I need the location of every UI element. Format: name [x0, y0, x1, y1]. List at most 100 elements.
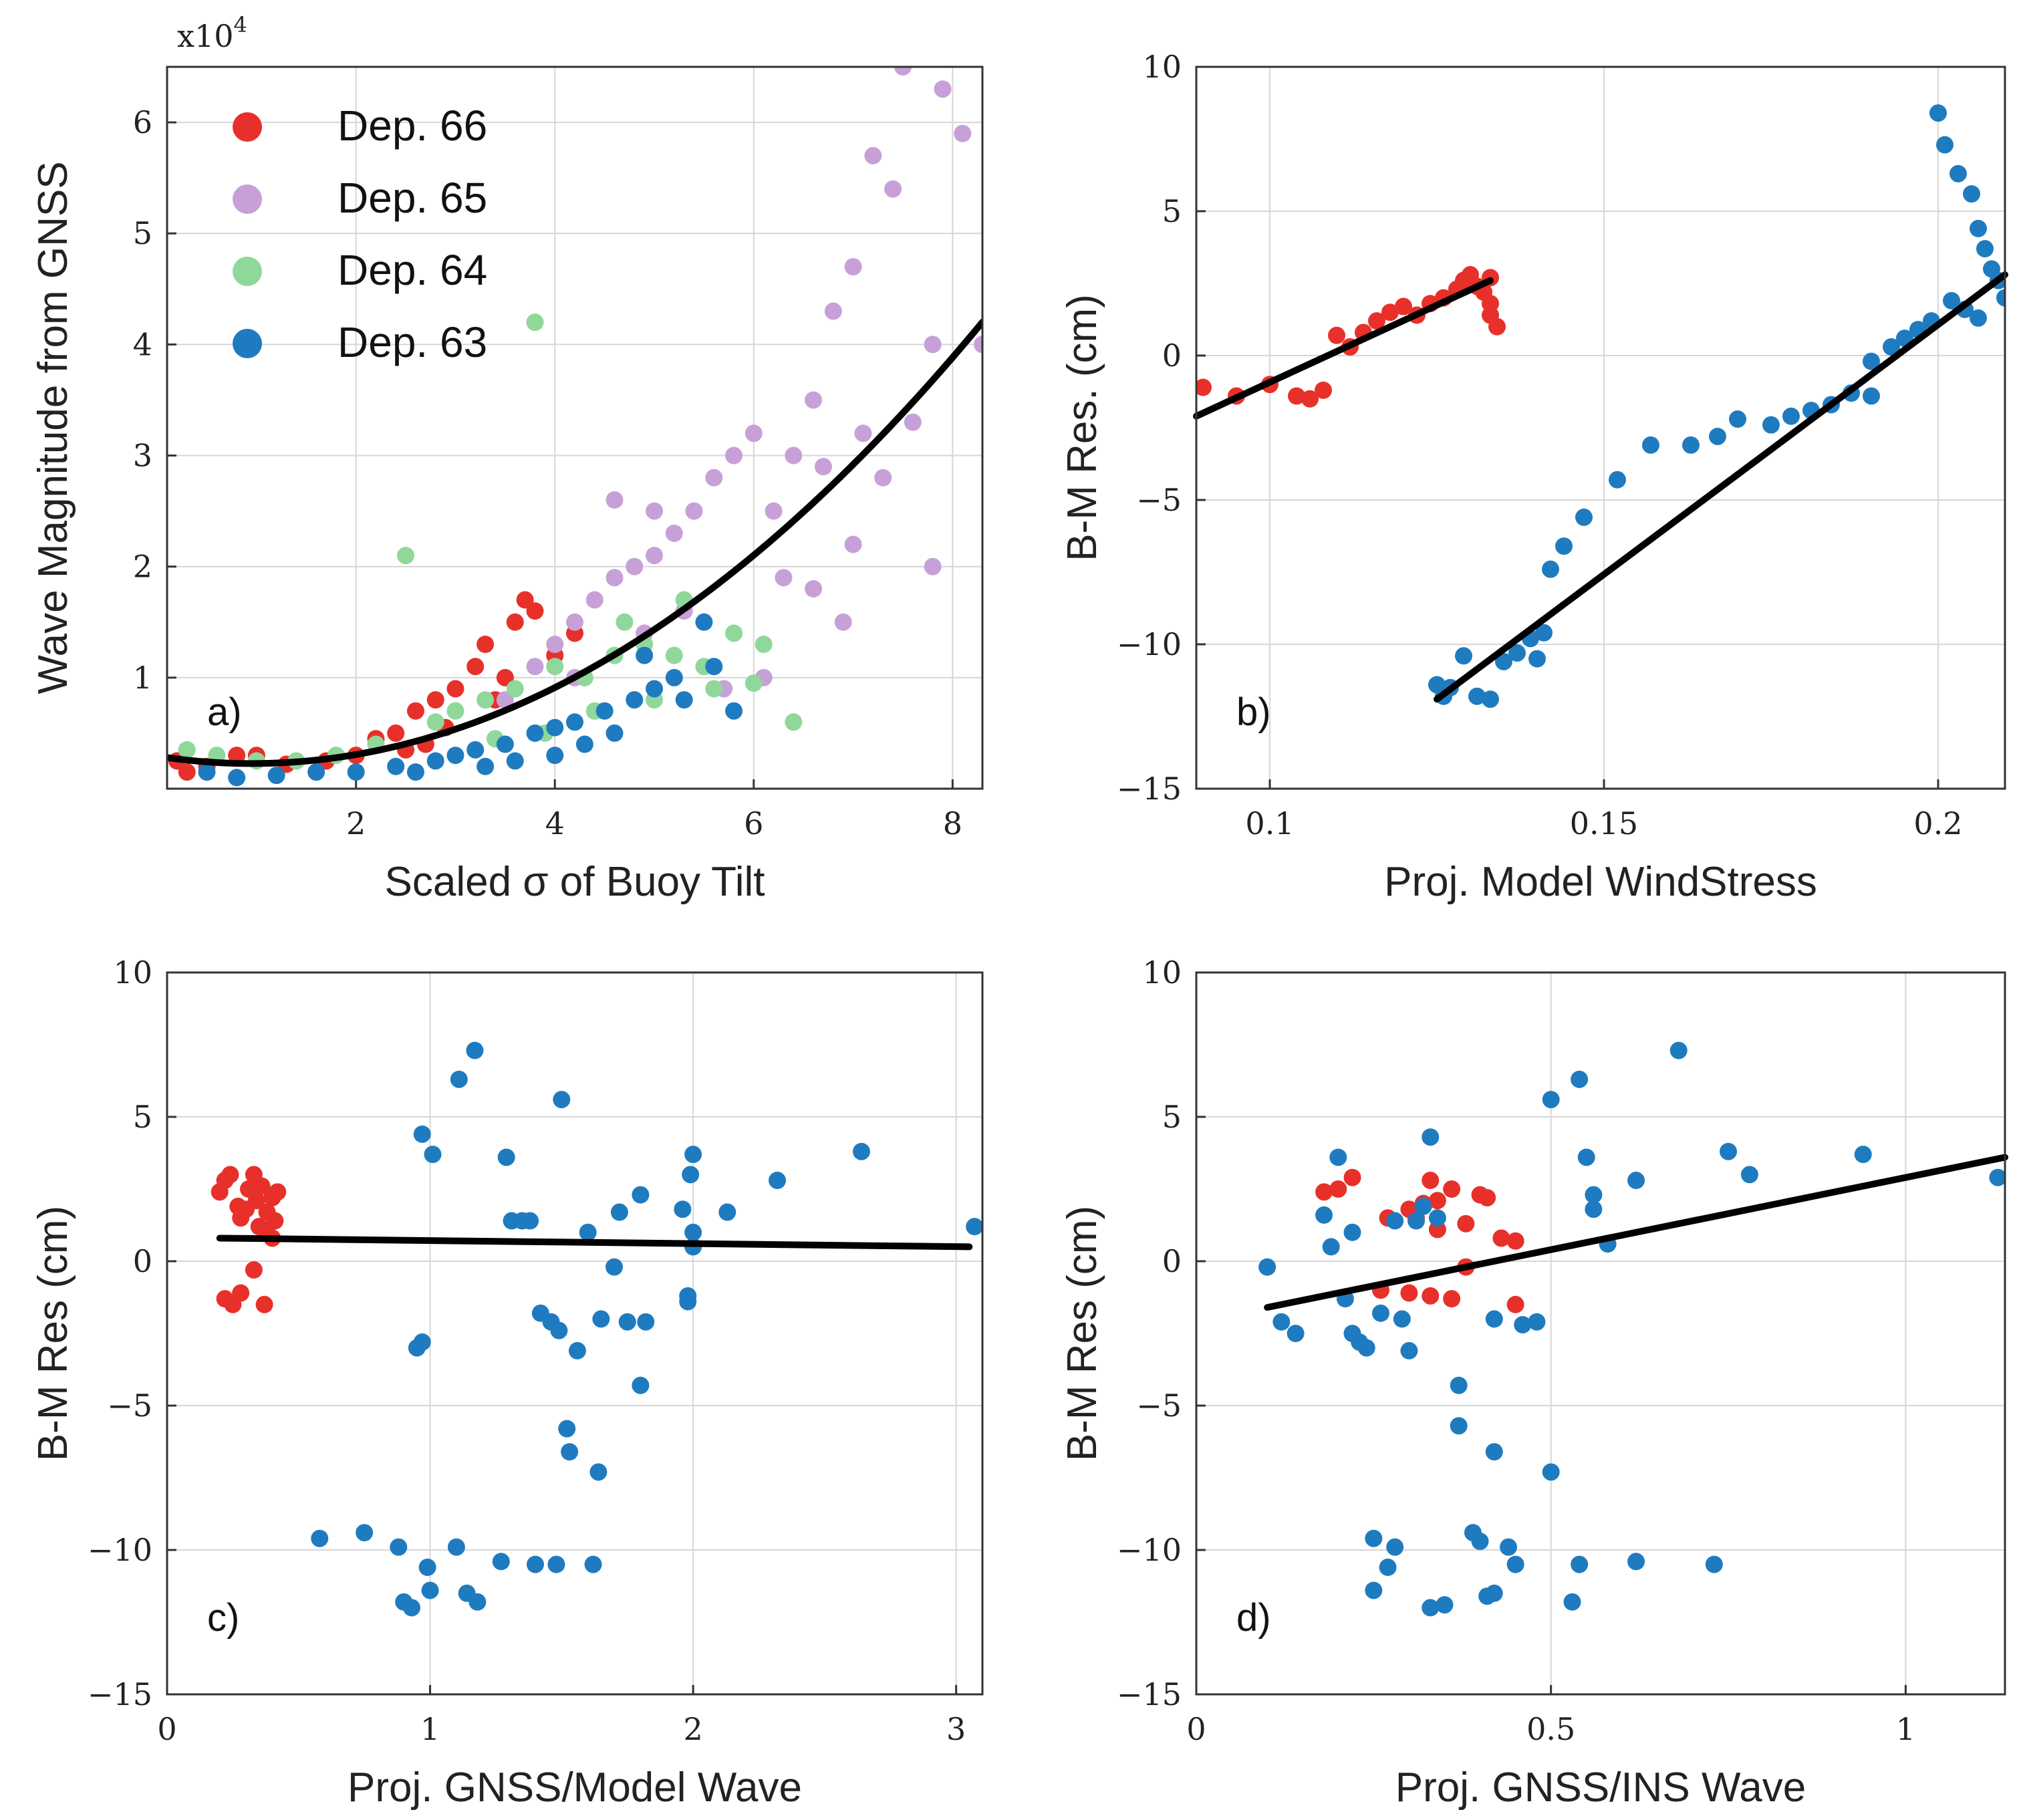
- data-point-dep63: [1575, 508, 1593, 526]
- data-point-dep63: [605, 1258, 624, 1276]
- legend-marker-dep63: [233, 329, 262, 358]
- data-point-dep66: [232, 1284, 250, 1302]
- data-point-dep65: [496, 691, 514, 709]
- data-point-dep66: [1443, 1290, 1461, 1308]
- data-point-dep63: [1315, 1206, 1333, 1224]
- data-point-dep63: [1272, 1313, 1291, 1331]
- y-axis-label: B-M Res (cm): [30, 1206, 76, 1461]
- legend-marker-dep66: [233, 112, 262, 142]
- data-point-dep66: [247, 1192, 265, 1210]
- data-point-dep66: [406, 702, 424, 720]
- x-tick-label: 8: [943, 805, 962, 841]
- y-axis-label: Wave Magnitude from GNSS: [30, 161, 76, 694]
- data-point-dep66: [269, 1183, 287, 1201]
- y-tick-label: 5: [133, 1099, 152, 1135]
- x-axis-label: Scaled σ of Buoy Tilt: [385, 859, 765, 905]
- data-point-dep64: [785, 713, 803, 731]
- data-point-dep65: [665, 524, 683, 542]
- data-point-dep64: [616, 613, 634, 631]
- data-point-dep65: [566, 613, 583, 631]
- data-point-dep63: [1949, 164, 1967, 182]
- x-tick-label: 0: [157, 1711, 176, 1747]
- data-point-dep63: [307, 763, 325, 781]
- x-tick-label: 6: [744, 805, 763, 841]
- data-point-dep63: [679, 1293, 697, 1311]
- data-point-dep63: [1585, 1200, 1603, 1218]
- legend-marker-dep64: [233, 257, 262, 286]
- data-point-dep63: [1508, 644, 1526, 662]
- legend-label: Dep. 65: [338, 174, 487, 222]
- data-point-dep63: [426, 752, 444, 770]
- data-point-dep63: [636, 646, 654, 664]
- data-point-dep63: [418, 1558, 436, 1576]
- y-tick-label: −15: [1117, 1676, 1182, 1712]
- data-point-dep65: [805, 391, 823, 409]
- x-tick-label: 0.15: [1570, 805, 1638, 841]
- data-point-dep66: [221, 1166, 239, 1184]
- x-tick-label: 0.5: [1526, 1711, 1575, 1747]
- data-point-dep66: [178, 763, 196, 781]
- y-tick-label: 1: [133, 660, 152, 696]
- data-point-dep63: [618, 1313, 636, 1331]
- data-point-dep65: [864, 146, 882, 164]
- x-tick-label: 0.1: [1245, 805, 1294, 841]
- data-point-dep63: [1682, 436, 1700, 454]
- data-point-dep65: [854, 424, 872, 442]
- data-point-dep64: [506, 680, 524, 698]
- data-point-dep63: [387, 757, 405, 775]
- y-tick-label: 6: [133, 104, 152, 140]
- plot-frame: [1195, 971, 2006, 1696]
- data-point-dep66: [1400, 1284, 1418, 1302]
- data-point-dep63: [228, 769, 246, 787]
- data-point-dep63: [1414, 1197, 1432, 1215]
- data-point-dep63: [1322, 1238, 1340, 1256]
- data-point-dep63: [506, 752, 524, 770]
- data-point-dep66: [1457, 1214, 1475, 1232]
- data-point-dep63: [605, 724, 624, 742]
- data-point-dep66: [1315, 381, 1332, 399]
- data-point-dep66: [1506, 1295, 1524, 1313]
- data-point-dep66: [1492, 1229, 1510, 1247]
- data-point-dep63: [1365, 1529, 1383, 1547]
- data-point-dep63: [406, 763, 424, 781]
- data-point-dep63: [1863, 387, 1880, 405]
- data-point-dep63: [1386, 1538, 1404, 1556]
- data-point-dep63: [1436, 1596, 1454, 1614]
- data-point-dep63: [852, 1142, 870, 1160]
- data-point-dep63: [413, 1125, 431, 1143]
- fit-line: [1193, 277, 1494, 420]
- panel-label: b): [1236, 690, 1271, 734]
- data-point-dep63: [1705, 1555, 1723, 1573]
- data-point-dep63: [566, 713, 583, 731]
- data-point-dep65: [745, 424, 763, 442]
- legend-label: Dep. 64: [338, 246, 487, 294]
- data-point-dep65: [805, 579, 823, 598]
- data-point-dep63: [1455, 647, 1472, 665]
- data-point-dep63: [1854, 1146, 1872, 1164]
- data-point-dep63: [575, 735, 593, 753]
- data-point-dep63: [1542, 560, 1559, 578]
- plot-frame: [166, 66, 984, 790]
- y-tick-label: 10: [1142, 49, 1182, 85]
- data-point-dep63: [413, 1333, 431, 1351]
- y-tick-label: −5: [1136, 1388, 1182, 1424]
- x-tick-label: 3: [946, 1711, 966, 1747]
- data-point-dep65: [904, 413, 922, 431]
- panel-d: 0 0.5 1 −15 −10 −5 0 5 10 Proj. GNSS/INS Wave B-M …: [1059, 954, 2008, 1811]
- data-point-dep63: [626, 691, 644, 709]
- data-point-dep63: [632, 1376, 650, 1394]
- y-tick-label: −5: [107, 1388, 152, 1424]
- data-point-dep63: [1482, 690, 1499, 708]
- x-axis-label: Proj. Model WindStress: [1384, 859, 1817, 905]
- data-point-dep66: [387, 724, 405, 742]
- data-point-dep63: [1577, 1148, 1595, 1166]
- data-point-dep65: [934, 80, 952, 98]
- data-point-dep65: [585, 591, 603, 609]
- data-point-dep66: [1506, 1232, 1524, 1250]
- data-point-dep63: [1627, 1553, 1645, 1571]
- data-point-dep63: [446, 747, 464, 765]
- data-point-dep63: [1468, 687, 1486, 705]
- data-point-dep66: [426, 691, 444, 709]
- data-point-dep63: [497, 1148, 515, 1166]
- data-point-dep63: [1471, 1533, 1489, 1551]
